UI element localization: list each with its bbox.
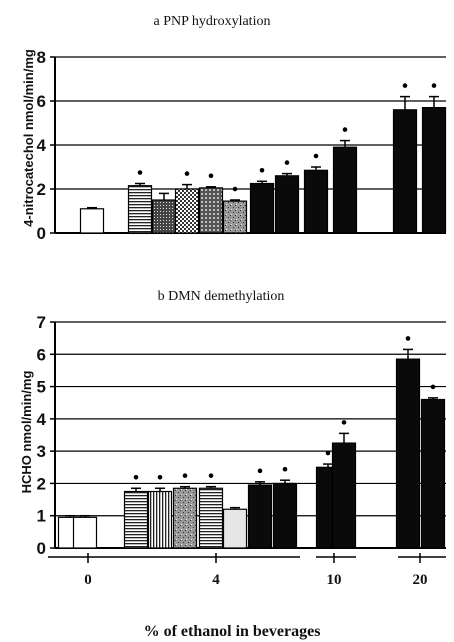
panel-a-ylabel: 4-nitrocatechol nmol/min/mg — [21, 49, 36, 227]
significance-marker — [402, 83, 408, 88]
y-tick-label: 8 — [37, 48, 46, 67]
significance-marker — [431, 83, 437, 88]
significance-marker — [182, 473, 188, 478]
y-tick-label: 2 — [37, 474, 46, 493]
bar — [222, 508, 248, 549]
x-axis-label: % of ethanol in beverages — [144, 623, 321, 640]
bar — [392, 109, 418, 234]
y-tick-label: 5 — [37, 378, 46, 397]
bar — [174, 188, 200, 234]
y-tick-label: 4 — [37, 410, 47, 429]
bar — [272, 482, 298, 549]
bar — [421, 106, 447, 234]
significance-marker — [208, 473, 214, 478]
significance-marker — [284, 160, 290, 165]
bar — [395, 358, 421, 549]
panel-b-title: b DMN demethylation — [158, 289, 285, 304]
y-tick-label: 2 — [37, 180, 46, 199]
shared-x-axis — [48, 553, 446, 563]
significance-marker — [157, 474, 163, 480]
y-tick-label: 6 — [37, 92, 46, 111]
bar — [79, 208, 105, 234]
panel-a-pnp-hydroxylation: 0 2 4 6 8 — [37, 48, 447, 243]
significance-marker — [313, 153, 319, 159]
bar — [249, 182, 275, 234]
significance-marker — [137, 170, 143, 175]
significance-marker — [325, 450, 331, 456]
bar — [247, 484, 273, 549]
x-tick-label-20: 20 — [413, 572, 428, 588]
y-tick-label: 0 — [37, 224, 46, 243]
significance-marker — [341, 420, 347, 425]
bar — [72, 516, 98, 549]
y-tick-label: 0 — [37, 539, 46, 558]
y-tick-label: 6 — [37, 345, 46, 364]
panel-b-ylabel: HCHO nmol/min/mg — [19, 371, 34, 494]
bar — [123, 490, 149, 549]
bar — [332, 146, 358, 234]
bar — [222, 200, 248, 234]
bar — [274, 175, 300, 234]
significance-marker — [184, 171, 190, 176]
significance-marker — [133, 474, 139, 480]
panel-a-title: a PNP hydroxylation — [154, 14, 271, 29]
bar — [198, 187, 224, 234]
significance-marker — [430, 384, 436, 390]
significance-marker — [282, 466, 288, 472]
x-tick-label-4: 4 — [212, 572, 220, 588]
y-tick-label: 7 — [37, 313, 46, 332]
bar — [420, 398, 446, 549]
y-tick-label: 3 — [37, 442, 46, 461]
bar — [151, 199, 177, 234]
bar — [172, 487, 198, 549]
x-tick-label-0: 0 — [84, 572, 92, 588]
panel-b-dmn-demethylation: 0 1 2 3 4 5 6 7 — [37, 313, 446, 558]
bar — [147, 490, 173, 549]
significance-marker — [405, 336, 411, 341]
bar — [303, 169, 329, 234]
y-tick-label: 1 — [37, 507, 46, 526]
bar — [331, 442, 357, 549]
bar — [198, 487, 224, 549]
significance-marker — [342, 127, 348, 132]
significance-marker — [259, 168, 265, 173]
significance-marker — [208, 173, 214, 179]
bar — [127, 185, 153, 234]
y-tick-label: 4 — [37, 136, 47, 155]
x-tick-label-10: 10 — [327, 572, 342, 588]
significance-marker — [232, 186, 238, 192]
significance-marker — [257, 468, 263, 474]
